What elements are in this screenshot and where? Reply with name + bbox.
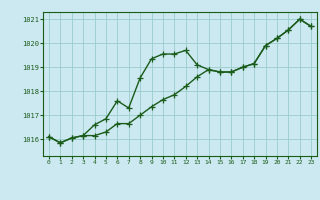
Text: Graphe pression niveau de la mer (hPa): Graphe pression niveau de la mer (hPa) <box>58 185 262 194</box>
